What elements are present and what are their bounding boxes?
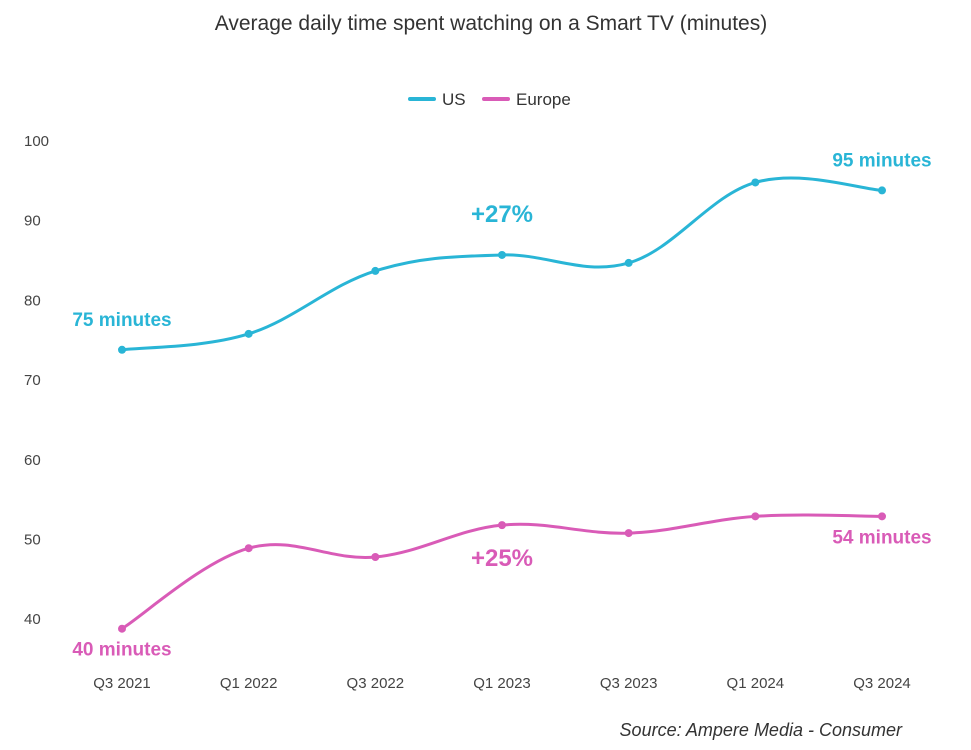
y-tick-label: 100 [24, 133, 49, 150]
legend: US Europe [408, 90, 571, 109]
data-point-us [371, 266, 380, 275]
legend-label-europe: Europe [516, 90, 571, 109]
data-point-europe [878, 512, 886, 521]
data-point-us [244, 329, 253, 338]
y-tick-label: 80 [24, 292, 41, 309]
growth-annotation: +27% [471, 201, 533, 228]
x-tick-label: Q3 2024 [853, 675, 911, 692]
y-axis-ticks: 40 50 60 70 80 90 100 [24, 133, 49, 628]
y-tick-label: 60 [24, 452, 41, 469]
data-point-us [878, 186, 886, 195]
value-annotation: 75 minutes [72, 310, 171, 331]
series-group [118, 176, 886, 633]
value-annotation: 54 minutes [832, 527, 931, 548]
data-point-us [118, 345, 126, 354]
data-point-us [751, 178, 760, 187]
data-point-europe [244, 544, 253, 553]
value-annotation: 40 minutes [72, 640, 171, 661]
data-point-us [498, 250, 506, 259]
data-point-europe [624, 529, 633, 538]
value-annotation: 95 minutes [832, 150, 931, 171]
x-tick-label: Q3 2023 [600, 675, 658, 692]
y-tick-label: 70 [24, 372, 41, 389]
data-point-us [624, 258, 633, 267]
legend-label-us: US [442, 90, 466, 109]
data-point-europe [371, 552, 380, 561]
source-note: Source: Ampere Media - Consumer [620, 720, 903, 740]
x-tick-label: Q1 2022 [220, 675, 278, 692]
annotations: 75 minutes 95 minutes +27% 40 minutes 54 min… [72, 150, 931, 660]
y-tick-label: 50 [24, 531, 41, 548]
y-tick-label: 40 [24, 611, 41, 628]
chart-title: Average daily time spent watching on a S… [215, 12, 767, 35]
data-point-europe [498, 521, 506, 530]
x-tick-label: Q1 2023 [473, 675, 531, 692]
x-axis-ticks: Q3 2021 Q1 2022 Q3 2022 Q1 2023 Q3 2023 Q1 20… [93, 675, 911, 692]
growth-annotation: +25% [471, 545, 533, 572]
y-tick-label: 90 [24, 213, 41, 230]
data-point-europe [118, 624, 126, 633]
x-tick-label: Q3 2021 [93, 675, 151, 692]
x-tick-label: Q3 2022 [347, 675, 405, 692]
data-point-europe [751, 512, 760, 521]
x-tick-label: Q1 2024 [727, 675, 785, 692]
